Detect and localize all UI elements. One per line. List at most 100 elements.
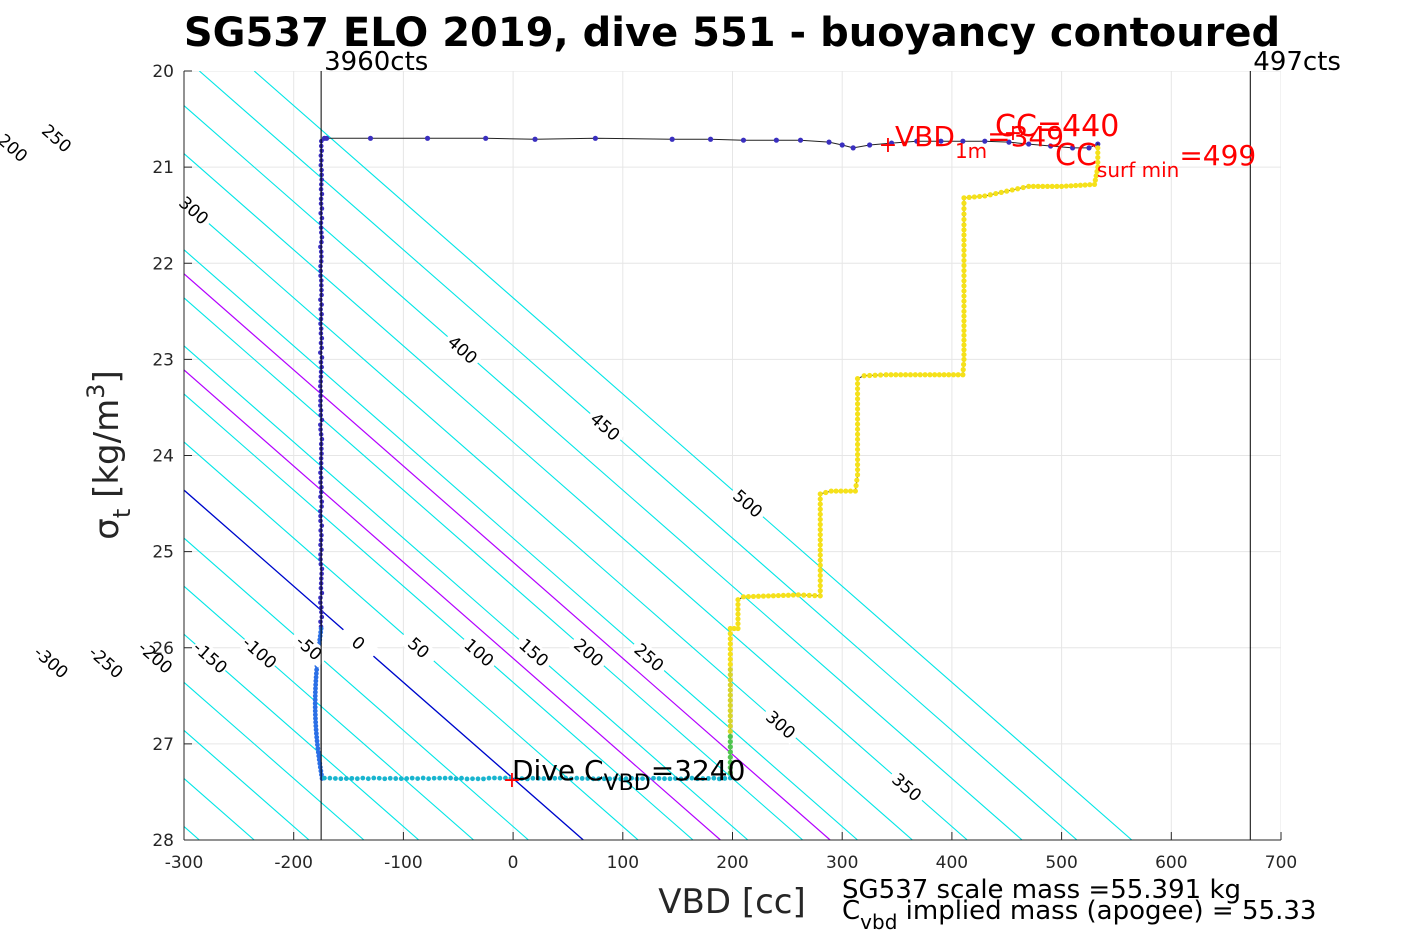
descent-point — [318, 297, 323, 302]
descent-point — [318, 398, 323, 403]
ascent-point — [941, 372, 946, 377]
apogee-point — [399, 776, 404, 781]
ascent-point — [728, 667, 733, 672]
descent-point — [318, 471, 323, 476]
ascent-point — [961, 273, 966, 278]
ascent-point — [1021, 185, 1026, 190]
ascent-point — [855, 467, 860, 472]
ascent-point — [961, 347, 966, 352]
ascent-trace-line — [730, 143, 1098, 773]
descent-point — [318, 394, 323, 399]
x-tick-label: 400 — [936, 853, 968, 873]
descent-point — [319, 499, 324, 504]
y-axis-label: σt [kg/m3] — [82, 370, 136, 539]
ascent-point — [776, 593, 781, 598]
descent-point — [318, 600, 323, 605]
ascent-point — [818, 588, 823, 593]
y-tick-label: 27 — [152, 735, 174, 755]
ascent-point — [818, 537, 823, 542]
ascent-point — [756, 594, 761, 599]
ascent-point — [823, 490, 828, 495]
descent-point — [368, 136, 373, 141]
ascent-point — [818, 563, 823, 568]
ascent-point — [833, 488, 838, 493]
apogee-point — [498, 776, 503, 781]
apogee-point — [492, 776, 497, 781]
descent-point — [320, 437, 325, 442]
ascent-point — [937, 372, 942, 377]
ascent-point — [818, 502, 823, 507]
ascent-point — [951, 372, 956, 377]
ascent-point — [1092, 182, 1097, 187]
contour-label: -250 — [84, 643, 126, 683]
ascent-point — [961, 227, 966, 232]
ascent-point — [972, 194, 977, 199]
apogee-point — [476, 776, 481, 781]
ascent-point — [961, 318, 966, 323]
x-tick-label: 300 — [826, 853, 858, 873]
ascent-point — [961, 237, 966, 242]
ascent-point — [961, 293, 966, 298]
ascent-point — [818, 512, 823, 517]
descent-point — [318, 509, 323, 514]
ascent-point — [728, 713, 733, 718]
ascent-point — [818, 568, 823, 573]
ascent-point — [855, 411, 860, 416]
ascent-point — [961, 323, 966, 328]
x-tick-label: -300 — [165, 853, 204, 873]
ascent-point — [818, 547, 823, 552]
ascent-point — [728, 646, 733, 651]
ascent-point — [855, 442, 860, 447]
ascent-point — [728, 698, 733, 703]
ascent-point — [961, 206, 966, 211]
descent-point — [708, 137, 713, 142]
descent-point — [318, 595, 323, 600]
ascent-point — [961, 248, 966, 253]
ascent-point — [1035, 184, 1040, 189]
ascent-point — [735, 616, 740, 621]
descent-point — [840, 142, 845, 147]
ascent-point — [855, 437, 860, 442]
descent-point — [532, 137, 537, 142]
ascent-point — [818, 583, 823, 588]
ascent-point — [961, 217, 966, 222]
descent-point — [318, 552, 323, 557]
x-tick-label: 600 — [1155, 853, 1187, 873]
ascent-point — [818, 593, 823, 598]
ascent-point — [735, 626, 740, 631]
apogee-point — [465, 777, 470, 782]
ascent-point — [843, 488, 848, 493]
apogee-point — [470, 776, 475, 781]
count-marker-right-label: 497cts — [1253, 47, 1341, 77]
y-tick-label: 23 — [152, 350, 174, 370]
descent-point — [320, 206, 325, 211]
ascent-point — [818, 527, 823, 532]
ascent-point — [862, 373, 867, 378]
apogee-point — [393, 776, 398, 781]
ascent-point — [961, 258, 966, 263]
ascent-point — [946, 372, 951, 377]
x-tick-label: -200 — [274, 853, 313, 873]
ascent-point — [977, 194, 982, 199]
ascent-point — [855, 416, 860, 421]
descent-point — [593, 136, 598, 141]
ascent-point — [728, 641, 733, 646]
ascent-point — [961, 309, 966, 314]
apogee-point — [344, 776, 349, 781]
ascent-point — [888, 372, 893, 377]
ascent-point — [855, 422, 860, 427]
descent-point — [774, 138, 779, 143]
apogee-point — [333, 776, 338, 781]
descent-point — [320, 235, 325, 240]
ascent-point — [855, 432, 860, 437]
ascent-point — [735, 597, 740, 602]
ascent-point — [771, 593, 776, 598]
ascent-point — [818, 522, 823, 527]
ascent-point — [1083, 182, 1088, 187]
ascent-point — [1004, 189, 1009, 194]
ascent-point — [818, 573, 823, 578]
ascent-point — [1073, 183, 1078, 188]
apogee-point — [388, 776, 393, 781]
descent-point — [318, 403, 323, 408]
